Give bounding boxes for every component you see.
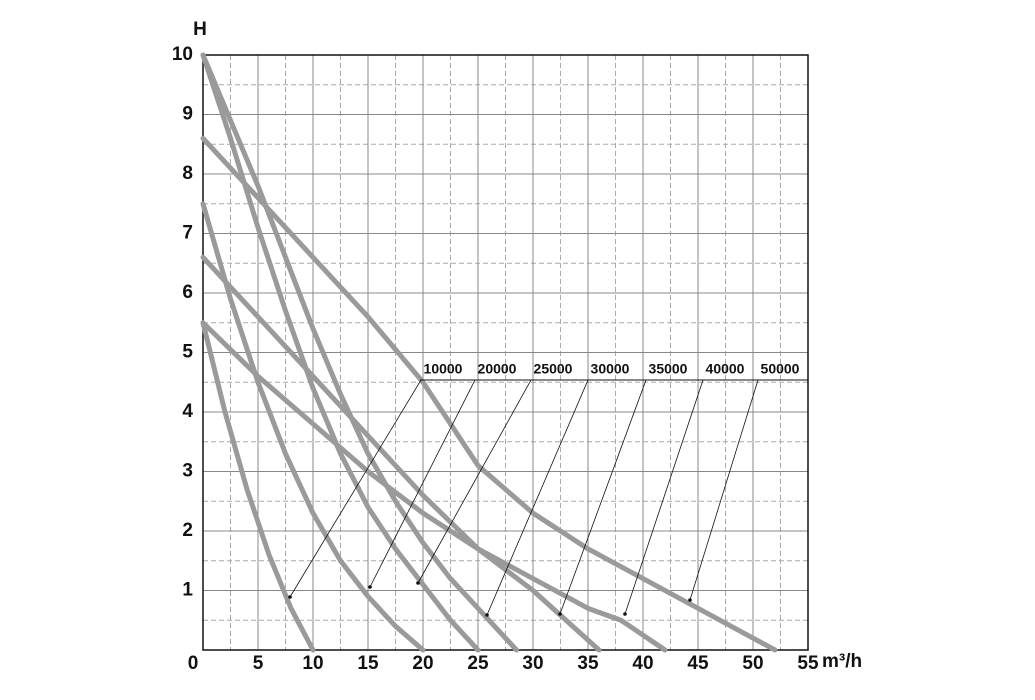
- x-tick-label: 35: [577, 653, 599, 674]
- x-tick-label: 30: [522, 653, 543, 674]
- series-label: 35000: [649, 361, 688, 377]
- leader-dot: [368, 585, 372, 589]
- y-tick-label: 4: [182, 401, 193, 422]
- x-tick-label: 0: [188, 653, 199, 674]
- curve: [200, 201, 426, 653]
- leader-line: [486, 379, 589, 616]
- curve: [200, 320, 316, 653]
- x-tick-label: 10: [302, 653, 323, 674]
- x-tick-label: 5: [253, 653, 264, 674]
- x-tick-label: 15: [357, 653, 379, 674]
- y-tick-label: 7: [182, 223, 193, 244]
- series-label: 40000: [706, 361, 745, 377]
- series-label: 50000: [761, 361, 800, 377]
- x-tick-label: 25: [467, 653, 489, 674]
- y-tick-label: 5: [182, 342, 193, 363]
- leader-dot: [623, 612, 627, 616]
- curve: [200, 135, 778, 653]
- y-axis-label: H: [193, 19, 207, 40]
- series-label: 10000: [424, 361, 463, 377]
- leader-line: [624, 379, 704, 615]
- leader-line: [369, 379, 476, 588]
- x-axis-label: m³/h: [822, 651, 862, 672]
- leader-dot: [688, 598, 692, 602]
- leader-line: [289, 379, 422, 598]
- x-tick-label: 20: [412, 653, 433, 674]
- x-tick-label: 45: [687, 653, 709, 674]
- x-tick-label: 50: [742, 653, 763, 674]
- y-tick-label: 8: [182, 163, 193, 184]
- curve: [200, 320, 668, 653]
- series-label: 25000: [534, 361, 573, 377]
- y-tick-label: 2: [182, 520, 193, 541]
- x-tick-label: 55: [797, 653, 819, 674]
- y-tick-label: 3: [182, 461, 193, 482]
- curve: [200, 254, 602, 653]
- curve: [200, 52, 481, 653]
- x-tick-label: 40: [632, 653, 653, 674]
- plot-frame: [202, 54, 809, 651]
- leader-line: [689, 379, 759, 601]
- leader-line: [559, 379, 647, 615]
- leader-dot: [558, 612, 562, 616]
- leader-dot: [416, 581, 420, 585]
- y-tick-label: 1: [182, 580, 193, 601]
- leader-line: [417, 379, 532, 584]
- y-tick-label: 6: [182, 282, 193, 303]
- series-label: 20000: [478, 361, 517, 377]
- y-tick-label: 9: [182, 104, 193, 125]
- leader-dot: [485, 613, 489, 617]
- leader-dot: [288, 595, 292, 599]
- y-tick-label: 10: [172, 44, 193, 65]
- series-label: 30000: [591, 361, 630, 377]
